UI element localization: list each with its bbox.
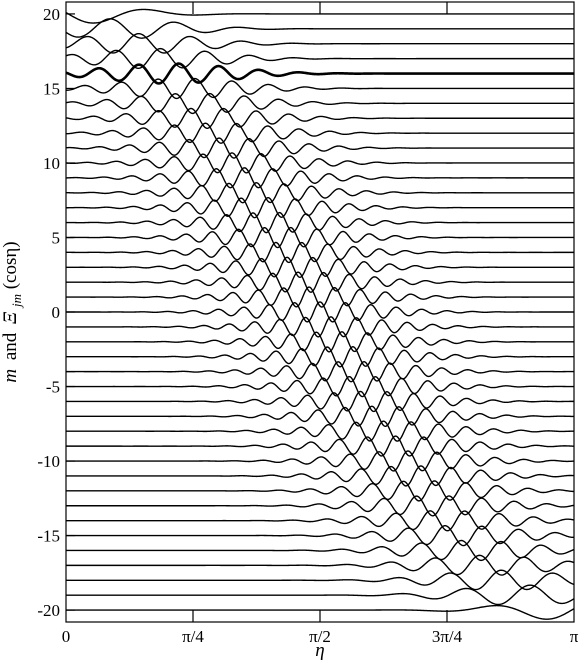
x-axis-title: η [315,640,324,661]
series-line-m--9 [66,435,574,457]
series-line-m-3 [66,256,574,279]
series-line-m-4 [66,241,574,264]
series-line-m--1 [66,316,574,338]
x-tick-label-3: 3π/4 [432,627,463,646]
series-line-m--17 [66,554,574,576]
series-line-m-14 [66,92,574,115]
y-tick-label-8: -20 [37,601,60,620]
y-axis-title-sub: jm [9,294,24,309]
series-line-m--3 [66,346,574,368]
series-line-m--8 [66,420,574,442]
series-line-m-18 [66,32,574,54]
x-tick-label-0: 0 [62,627,71,646]
series-line-m--15 [66,524,574,547]
series-line-m-0 [66,301,574,323]
series-line-m-17 [66,47,574,70]
series-line-m--5 [66,375,574,398]
series-line-m--6 [66,390,574,413]
y-axis-title-xi: Ξ [0,311,21,324]
series-line-m-9 [66,167,574,189]
y-tick-label-6: -10 [37,452,60,471]
series-line-m--10 [66,450,574,472]
y-tick-label-4: 0 [52,303,61,322]
series-line-m--18 [66,569,574,591]
series-line-m-19 [66,18,574,39]
series-line-m-12 [66,122,574,144]
series-line-m-15 [66,77,574,100]
series-line-m-10 [66,152,574,174]
y-axis-title-arg: (cosη) [0,241,21,289]
x-tick-label-1: π/4 [182,627,204,646]
series-line-m-8 [66,182,574,204]
axis-ticks: 0 π/4 π/2 3π/4 π 20 15 10 5 0 -5 -10 -15 -20 [37,2,579,646]
y-axis-title-and: and [0,332,21,360]
series-line-m-7 [66,196,574,219]
series-line-m--12 [66,480,574,502]
y-tick-label-5: -5 [46,378,60,397]
plot-area [66,8,574,620]
y-tick-label-2: 10 [43,154,60,173]
x-tick-label-4: π [570,627,579,646]
series-line-m-5 [66,226,574,249]
series-line-m--11 [66,465,574,487]
series-line-m--4 [66,361,574,383]
y-tick-label-7: -15 [37,527,60,546]
series-line-m--13 [66,495,574,517]
series-line-m--14 [66,510,574,532]
y-tick-label-0: 20 [43,5,60,24]
series-line-m-13 [66,107,574,129]
series-line-m--19 [66,584,574,606]
series-line-m-16 [66,62,574,85]
y-axis-title: m and Ξ jm (cosη) [0,241,26,382]
series-line-m-2 [66,271,574,293]
series-line-m--7 [66,405,574,428]
y-tick-label-3: 5 [52,228,61,247]
series-line-m-6 [66,211,574,234]
y-axis-title-m: m [0,369,21,383]
series-line-m-1 [66,286,574,308]
y-tick-label-1: 15 [43,79,60,98]
x-tick-label-2: π/2 [309,627,331,646]
series-line-m-11 [66,137,574,159]
series-line-m--16 [66,539,574,562]
